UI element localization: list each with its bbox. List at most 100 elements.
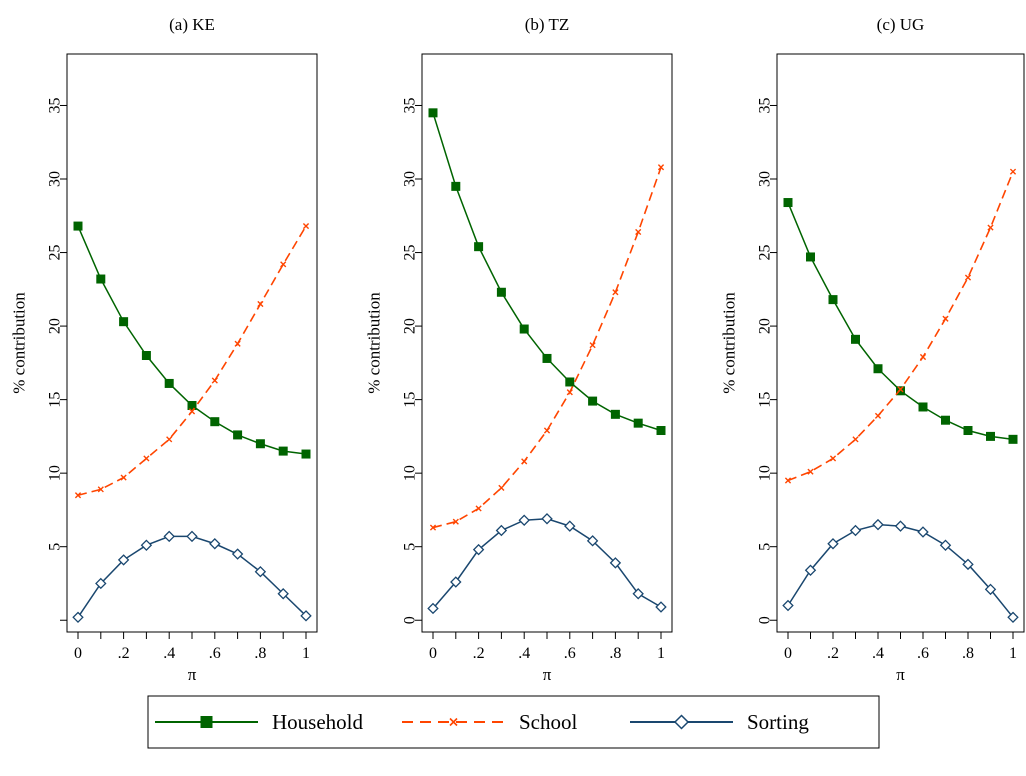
data-point-household <box>963 426 973 436</box>
x-tick-label: .2 <box>118 645 130 662</box>
data-point-school <box>543 427 551 434</box>
data-point-sorting <box>917 526 929 538</box>
data-point-sorting <box>782 599 794 612</box>
data-point-school <box>302 222 310 230</box>
data-point-school <box>852 436 859 443</box>
x-axis-label: π <box>543 665 552 684</box>
data-point-school <box>521 458 528 465</box>
plot-frame <box>776 53 1025 633</box>
data-point-sorting <box>655 601 667 613</box>
data-point-household <box>428 108 438 118</box>
data-point-sorting <box>186 530 198 543</box>
x-tick-label: 1 <box>657 645 665 662</box>
legend-label-sorting: Sorting <box>747 710 809 734</box>
data-point-sorting <box>72 611 84 624</box>
data-point-household <box>496 287 506 297</box>
data-point-school <box>942 315 949 322</box>
data-point-school <box>1009 168 1017 175</box>
data-point-sorting <box>609 557 622 569</box>
y-tick-label: 25 <box>402 245 419 261</box>
x-tick-label: 1 <box>1009 645 1017 662</box>
y-tick-label: 0 <box>402 616 419 624</box>
data-point-household <box>542 353 552 363</box>
data-point-school <box>829 455 837 462</box>
series-line-household <box>787 202 1014 441</box>
data-point-school <box>807 468 814 475</box>
panel-2: (b) TZ 0 .2 .4 .6 .8 1 π 0 5 10 15 20 25 30 35 % contrib… <box>365 15 673 684</box>
data-point-sorting <box>277 588 289 600</box>
data-point-household <box>255 439 265 449</box>
data-point-household <box>73 221 83 231</box>
data-point-household <box>187 401 197 411</box>
legend-marker-household <box>200 716 213 728</box>
data-point-school <box>452 518 459 525</box>
data-point-household <box>986 431 995 441</box>
data-point-sorting <box>518 514 530 526</box>
data-point-school <box>74 492 82 499</box>
data-point-household <box>918 402 928 412</box>
data-point-sorting <box>472 543 485 556</box>
data-point-sorting <box>231 548 244 560</box>
data-point-household <box>96 274 106 284</box>
x-tick-label: .2 <box>473 645 485 662</box>
data-point-sorting <box>939 539 952 551</box>
data-point-school <box>987 224 994 231</box>
y-tick-label: 15 <box>402 392 419 408</box>
data-point-school <box>566 389 573 396</box>
data-point-school <box>589 342 596 349</box>
panel-1: (a) KE 0 .2 .4 .6 .8 1 π 5 10 15 20 25 30 35 % contribu… <box>10 15 318 684</box>
data-point-sorting <box>564 520 576 532</box>
data-point-school <box>657 164 665 171</box>
y-tick-label: 20 <box>47 318 64 334</box>
y-tick-label: 15 <box>757 392 774 408</box>
data-point-school <box>280 261 287 268</box>
y-axis-label: % contribution <box>720 292 739 394</box>
data-point-household <box>588 396 598 406</box>
data-point-household <box>565 377 575 387</box>
data-point-household <box>451 181 461 191</box>
x-tick-label: 0 <box>74 645 82 662</box>
data-point-sorting <box>849 524 862 537</box>
x-tick-label: .2 <box>827 645 839 662</box>
data-point-school <box>919 353 927 361</box>
y-tick-label: 5 <box>757 543 774 551</box>
panel-title: (a) KE <box>169 15 215 34</box>
x-tick-label: .6 <box>209 645 221 662</box>
data-point-sorting <box>632 588 644 600</box>
y-tick-label: 30 <box>47 171 64 187</box>
data-point-school <box>635 228 642 236</box>
x-tick-label: .4 <box>872 645 884 662</box>
x-tick-label: .4 <box>518 645 530 662</box>
data-point-household <box>783 198 793 208</box>
data-point-household <box>896 386 905 396</box>
data-point-sorting <box>586 535 599 547</box>
legend-marker-school <box>449 717 458 727</box>
x-axis-label: π <box>188 665 197 684</box>
x-tick-label: 0 <box>784 645 792 662</box>
panel-title: (c) UG <box>877 15 925 34</box>
data-point-school <box>120 474 127 481</box>
data-point-school <box>429 524 437 531</box>
data-point-household <box>633 418 643 428</box>
data-point-school <box>97 486 104 493</box>
data-point-sorting <box>894 520 907 532</box>
y-axis-label: % contribution <box>365 292 384 394</box>
y-tick-label: 0 <box>757 616 774 624</box>
data-point-sorting <box>163 530 175 543</box>
y-tick-label: 15 <box>47 392 64 408</box>
series-line-school <box>432 166 662 529</box>
data-point-sorting <box>117 554 130 566</box>
y-tick-label: 25 <box>757 245 774 261</box>
x-tick-label: .6 <box>917 645 929 662</box>
x-tick-label: .8 <box>609 645 621 662</box>
data-point-household <box>656 426 666 436</box>
y-tick-label: 35 <box>47 97 64 113</box>
legend-marker-sorting <box>673 714 690 730</box>
data-point-sorting <box>300 610 312 622</box>
data-point-household <box>873 364 883 374</box>
y-tick-label: 10 <box>757 465 774 481</box>
series-line-sorting <box>787 523 1014 618</box>
x-tick-label: 1 <box>302 645 310 662</box>
y-tick-label: 30 <box>757 171 774 187</box>
